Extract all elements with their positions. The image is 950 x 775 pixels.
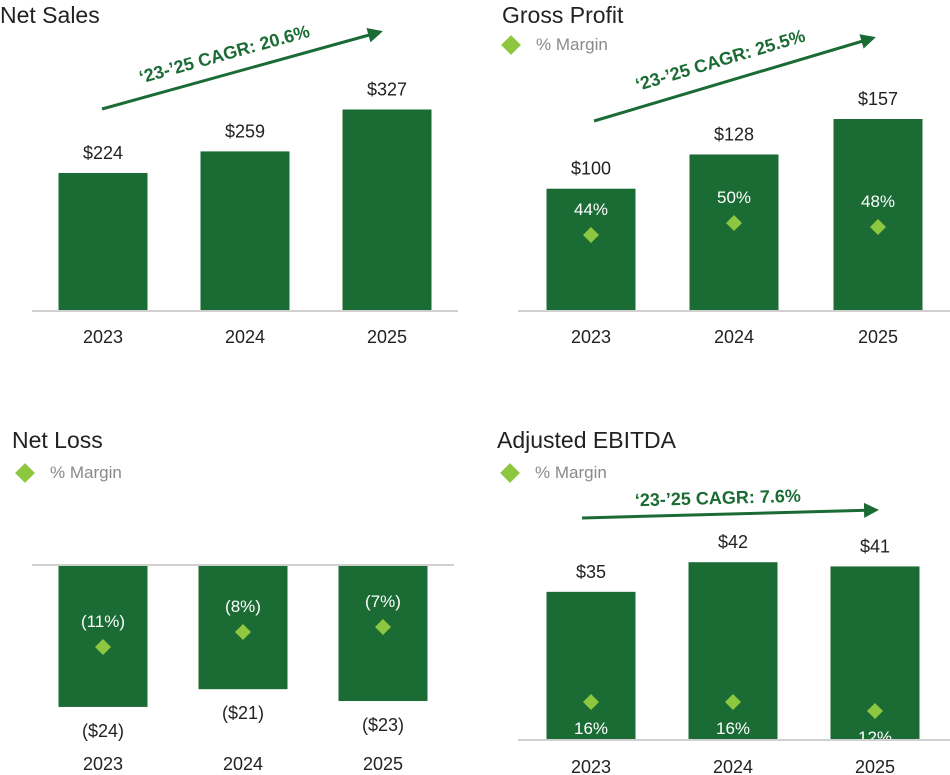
- value-label: $42: [718, 532, 748, 552]
- year-label: 2025: [855, 757, 895, 775]
- net-sales-panel: Net Sales $224 2023 $259 2024 $327 2025 ‘23-’2…: [0, 0, 460, 370]
- legend-label: % Margin: [536, 35, 608, 54]
- year-label: 2023: [571, 327, 611, 347]
- bar-2024: [688, 562, 778, 740]
- adjusted-ebitda-panel: Adjusted EBITDA % Margin $35 2023 16% $42 20…: [490, 420, 950, 775]
- cagr-arrow: [101, 27, 383, 111]
- gross-profit-title: Gross Profit: [502, 2, 624, 28]
- value-label: $224: [83, 143, 123, 163]
- gross-profit-panel: Gross Profit % Margin $100 2023 44% $128 202…: [490, 0, 950, 370]
- margin-label: 12%: [858, 728, 892, 747]
- year-label: 2023: [83, 327, 123, 347]
- margin-label: 16%: [716, 719, 750, 738]
- bar-2023: [58, 172, 148, 311]
- gross-profit-chart: $100202344%$128202450%$157202548%‘23-’25…: [518, 26, 950, 347]
- value-label: $259: [225, 121, 265, 141]
- cagr-arrow: [581, 502, 879, 520]
- margin-diamond-icon: [235, 624, 251, 640]
- net-loss-chart: ($24) 2023 (11%) ($21) 2024 (8%) ($23) 2025 (7%): [32, 564, 454, 774]
- value-label: $41: [860, 536, 890, 556]
- value-label: $128: [714, 124, 754, 144]
- year-label: 2023: [83, 754, 123, 774]
- net-loss-title: Net Loss: [12, 427, 103, 453]
- bar-2025: [833, 119, 923, 311]
- cagr-arrow: [593, 34, 876, 123]
- value-label: ($21): [222, 703, 264, 723]
- year-label: 2024: [223, 754, 263, 774]
- margin-label: 48%: [861, 192, 895, 211]
- value-label: $100: [571, 159, 611, 179]
- net-sales-chart: $224 2023 $259 2024 $327 2025 ‘23-’25 CAGR: 20…: [32, 21, 458, 347]
- margin-diamond-icon: [870, 219, 886, 235]
- margin-diamond-icon: [583, 694, 599, 710]
- value-label: ($23): [362, 715, 404, 735]
- cagr-label: ‘23-’25 CAGR: 20.6%: [137, 21, 312, 87]
- margin-diamond-icon: [95, 639, 111, 655]
- adjusted-ebitda-chart: $35 2023 16% $42 2024 16% $41 2025 12% ‘23-’25 CA…: [518, 486, 950, 775]
- value-label: ($24): [82, 721, 124, 741]
- year-label: 2024: [714, 327, 754, 347]
- cagr-label: ‘23-’25 CAGR: 7.6%: [635, 486, 802, 511]
- year-label: 2024: [225, 327, 265, 347]
- margin-label: 44%: [574, 200, 608, 219]
- margin-label: (8%): [225, 597, 261, 616]
- year-label: 2023: [571, 757, 611, 775]
- bar-2024: [200, 151, 290, 311]
- value-label: $35: [576, 562, 606, 582]
- margin-diamond-icon: [725, 694, 741, 710]
- net-loss-panel: Net Loss % Margin ($24) 2023 (11%) ($21) 202…: [0, 420, 460, 775]
- bar-2024: [689, 154, 779, 311]
- bar-2023: [546, 591, 636, 740]
- margin-diamond-icon: [867, 703, 883, 719]
- margin-label: 16%: [574, 719, 608, 738]
- adjusted-ebitda-title: Adjusted EBITDA: [497, 427, 676, 453]
- year-label: 2024: [713, 757, 753, 775]
- year-label: 2025: [363, 754, 403, 774]
- bar-2025: [342, 109, 432, 311]
- margin-diamond-icon: [583, 227, 599, 243]
- bar-2023: [546, 188, 636, 311]
- value-label: $327: [367, 79, 407, 99]
- legend-label: % Margin: [535, 463, 607, 482]
- margin-label: 50%: [717, 188, 751, 207]
- margin-diamond-icon: [375, 619, 391, 635]
- legend-label: % Margin: [50, 463, 122, 482]
- bar-2023: [58, 565, 148, 707]
- margin-label: (11%): [81, 612, 125, 631]
- value-label: $157: [858, 89, 898, 109]
- margin-label: (7%): [365, 592, 401, 611]
- year-label: 2025: [858, 327, 898, 347]
- margin-diamond-icon: [726, 215, 742, 231]
- net-sales-title: Net Sales: [0, 2, 100, 28]
- year-label: 2025: [367, 327, 407, 347]
